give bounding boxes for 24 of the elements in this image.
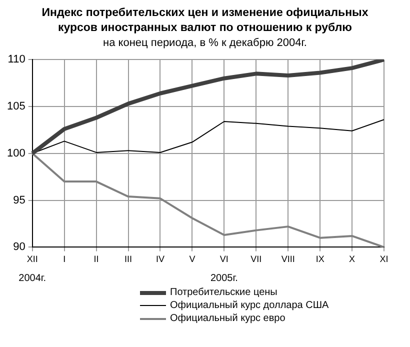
- text: 2005г.: [210, 272, 238, 284]
- y-tick-label: 90: [13, 241, 26, 254]
- text: 2004г.: [18, 272, 46, 284]
- x-tick-label: X: [349, 254, 356, 264]
- x-tick-label: VII: [250, 254, 262, 264]
- x-tick-label: VI: [220, 254, 228, 264]
- x-tick-label: XII: [26, 254, 38, 264]
- legend-label: Официальный курс доллара США: [170, 299, 329, 312]
- x-tick-label: III: [124, 254, 132, 264]
- chart-title: Индекс потребительских цен и изменение официальных курсов иностранных валют по отношению к рублю: [40, 6, 370, 36]
- x-tick-label: XI: [380, 254, 388, 264]
- legend-label: Официальный курс евро: [170, 312, 286, 325]
- x-tick-label: VIII: [281, 254, 295, 264]
- x-tick-label: IV: [156, 254, 164, 264]
- chart-subtitle: на конец периода, в % к декабрю 2004г.: [102, 36, 308, 50]
- y-tick-label: 95: [13, 194, 26, 206]
- x-tick-label: I: [63, 254, 66, 264]
- x-tick-label: V: [189, 254, 196, 264]
- x-tick-label: IX: [316, 254, 324, 264]
- y-tick-label: 105: [6, 100, 26, 113]
- y-tick-label: 100: [6, 147, 26, 160]
- x-tick-label: II: [94, 254, 99, 264]
- legend-label: Потребительские цены: [170, 286, 278, 299]
- y-tick-label: 110: [8, 54, 26, 66]
